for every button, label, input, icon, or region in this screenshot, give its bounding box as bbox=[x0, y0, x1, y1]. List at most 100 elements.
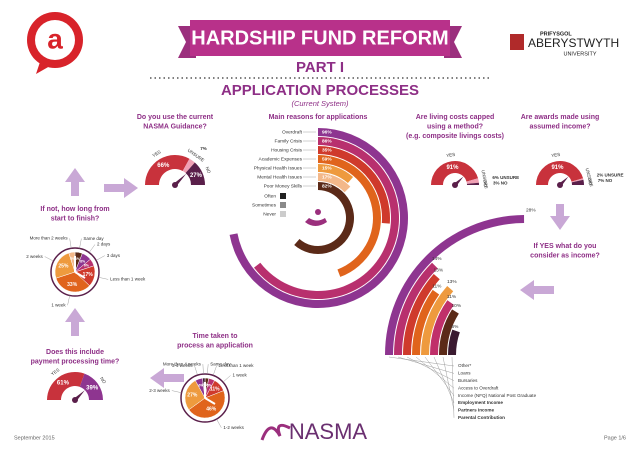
gauge-segment bbox=[79, 373, 103, 400]
income-category: Access to Overdraft bbox=[458, 385, 499, 390]
leader bbox=[95, 255, 105, 261]
legend-swatch bbox=[280, 202, 286, 208]
ring bbox=[229, 128, 409, 308]
footer-date: September 2015 bbox=[14, 435, 55, 441]
gauge-segment bbox=[571, 179, 584, 185]
ring-category: Mental Health Issues bbox=[257, 174, 302, 180]
pie-category: 1 week bbox=[51, 302, 66, 307]
clock-hand bbox=[204, 397, 216, 405]
ring-value: 82% bbox=[322, 183, 332, 189]
pie-value: 5% bbox=[70, 257, 76, 261]
pie-category: 1 week bbox=[233, 373, 248, 378]
gauge-category: YES bbox=[551, 152, 561, 158]
union-logo-tail bbox=[36, 62, 50, 74]
union-mark: a bbox=[47, 23, 63, 54]
ring-category: Overdraft bbox=[282, 129, 303, 135]
pie-value: 27% bbox=[187, 392, 198, 398]
question: Do you use the current bbox=[137, 114, 214, 121]
uni-line: UNIVERSITY bbox=[563, 51, 596, 57]
income-category: Other* bbox=[458, 363, 471, 368]
nasma-swoosh bbox=[260, 423, 291, 441]
gauge-category: NO bbox=[204, 166, 212, 175]
pie-slice bbox=[188, 390, 226, 419]
ring-value: 96% bbox=[322, 129, 332, 135]
pie-category: 2-3 weeks bbox=[149, 388, 170, 393]
leader bbox=[442, 356, 455, 411]
leader bbox=[67, 295, 70, 306]
ring-value: 15% bbox=[322, 165, 332, 171]
gauge-value: 61% bbox=[57, 380, 70, 386]
income-category: Loans bbox=[458, 371, 471, 376]
subtitle: (Current System) bbox=[291, 99, 349, 108]
gauge-segment bbox=[431, 160, 479, 185]
ring-value: 28% bbox=[526, 207, 536, 213]
leader bbox=[222, 375, 231, 383]
gauge-category: UNSURE bbox=[481, 170, 489, 190]
question: Are awards made using bbox=[521, 114, 600, 121]
legend-label: Often bbox=[264, 193, 276, 199]
ring-value: 11% bbox=[432, 283, 442, 289]
pie-value: 3% bbox=[204, 383, 210, 387]
leader bbox=[44, 256, 54, 262]
ring-value: 59% bbox=[322, 156, 332, 162]
ring bbox=[394, 262, 438, 355]
gauge-category: NO bbox=[587, 178, 593, 186]
leader bbox=[202, 364, 204, 375]
gauge-segment bbox=[466, 178, 479, 184]
pie-value: 6% bbox=[75, 257, 81, 261]
pie-slice bbox=[54, 252, 76, 279]
gauge-category: UNSURE bbox=[585, 168, 595, 188]
arrow bbox=[104, 178, 138, 198]
ring-category: Poor Money Skills bbox=[264, 183, 303, 189]
ring-value: 6% bbox=[451, 324, 459, 330]
ring-value: 14% bbox=[432, 256, 442, 262]
leader bbox=[79, 238, 82, 249]
gauge-hub bbox=[557, 182, 563, 188]
question: If not, how long from bbox=[40, 206, 109, 213]
gauge-value: 2% UNSURE bbox=[597, 173, 624, 178]
arrow bbox=[520, 280, 554, 300]
gauge-hub bbox=[172, 182, 178, 188]
ring bbox=[403, 274, 440, 355]
leader bbox=[451, 356, 455, 418]
gauge-value: 7% bbox=[200, 146, 207, 151]
ring-category: Physical Health Issues bbox=[254, 165, 303, 171]
gauge-category: YES bbox=[151, 149, 161, 158]
pie-category: 3 days bbox=[107, 253, 121, 258]
ring-value: 35% bbox=[322, 147, 332, 153]
pie-category: More than 4 weeks bbox=[163, 361, 202, 366]
leader bbox=[69, 238, 72, 249]
arrow bbox=[550, 204, 570, 230]
ring bbox=[412, 289, 440, 355]
gauge-segment bbox=[182, 158, 195, 173]
ring bbox=[430, 300, 454, 355]
pie-value: 33% bbox=[67, 282, 78, 288]
gauge-category: NO bbox=[483, 180, 488, 187]
gauge-segment bbox=[571, 178, 584, 183]
ring-category: Housing Crisis bbox=[271, 147, 303, 153]
section-title: APPLICATION PROCESSES bbox=[221, 82, 419, 99]
legend-swatch bbox=[280, 211, 286, 217]
gauge-value: 39% bbox=[86, 386, 99, 392]
arrow bbox=[65, 168, 85, 196]
uni-line: PRIFYSGOL bbox=[540, 31, 572, 37]
income-category: Parental Contribution bbox=[458, 415, 505, 420]
ring-value: 86% bbox=[322, 138, 332, 144]
hand-icon bbox=[305, 218, 327, 226]
question: process an application bbox=[177, 342, 253, 349]
gauge-segment bbox=[466, 182, 479, 185]
gauge-value: 91% bbox=[446, 165, 459, 171]
arrow bbox=[150, 368, 184, 388]
ring bbox=[318, 173, 351, 193]
ring bbox=[448, 329, 460, 355]
pie-value: 6% bbox=[84, 264, 90, 268]
ring-category: Family Crisis bbox=[275, 138, 303, 144]
crest bbox=[510, 34, 524, 50]
legend-label: Sometimes bbox=[252, 202, 277, 208]
leader bbox=[216, 418, 222, 428]
gauge-category: YES bbox=[446, 152, 456, 158]
gauge-hub bbox=[72, 397, 78, 403]
ring bbox=[385, 215, 525, 355]
